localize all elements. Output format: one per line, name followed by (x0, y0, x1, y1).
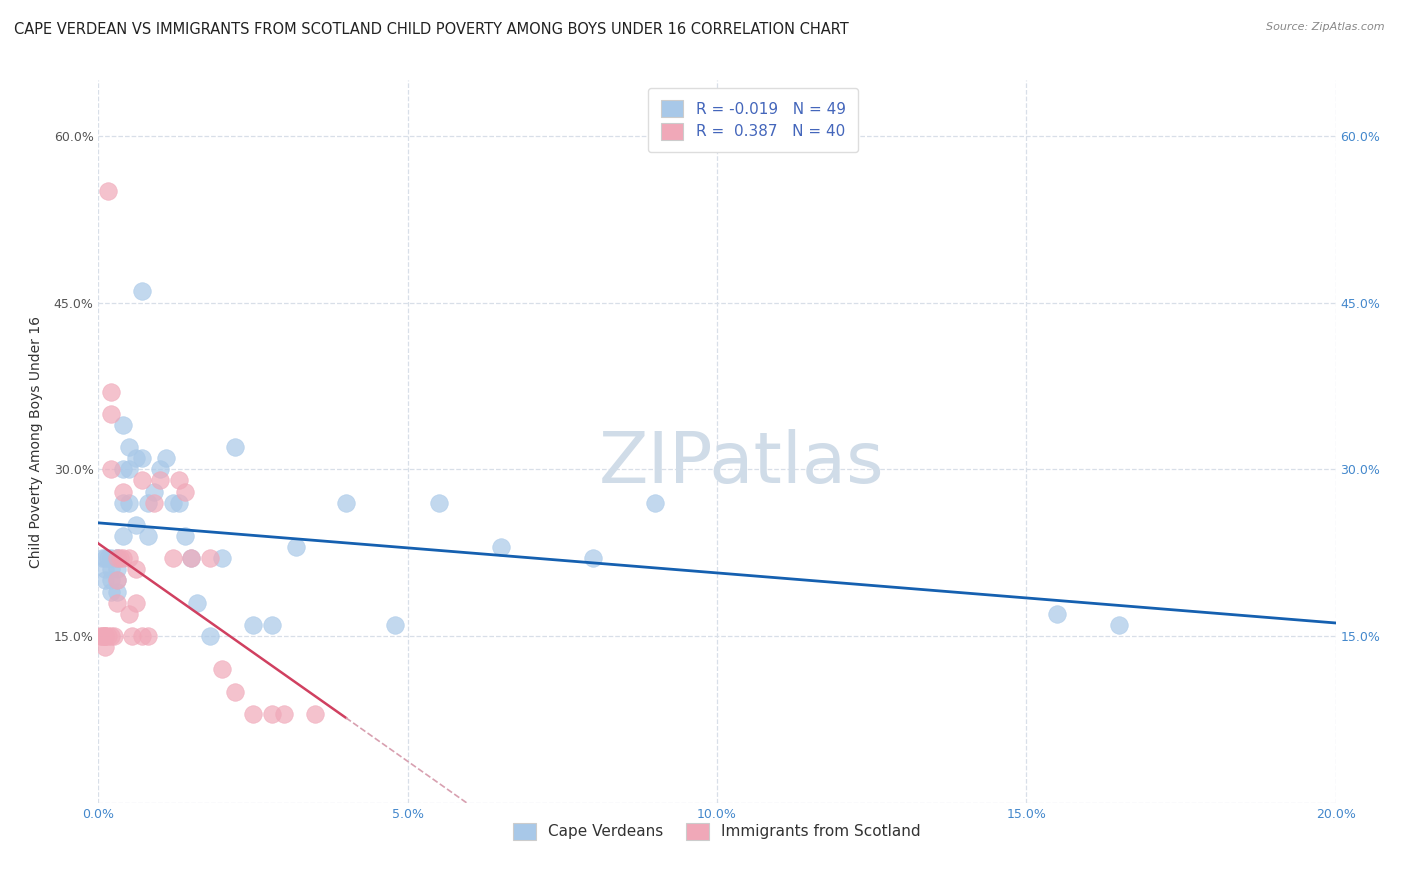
Text: CAPE VERDEAN VS IMMIGRANTS FROM SCOTLAND CHILD POVERTY AMONG BOYS UNDER 16 CORRE: CAPE VERDEAN VS IMMIGRANTS FROM SCOTLAND… (14, 22, 849, 37)
Point (105, 551, 128, 566)
Point (162, 551, 184, 566)
Point (100, 584, 122, 599)
Point (143, 484, 166, 499)
Point (112, 462, 135, 476)
Point (582, 551, 605, 566)
Point (198, 551, 221, 566)
Point (180, 551, 202, 566)
Point (124, 451, 146, 466)
Point (118, 496, 141, 510)
Point (335, 496, 357, 510)
Point (131, 285, 153, 299)
Point (105, 574, 128, 588)
Point (131, 451, 153, 466)
Point (174, 529, 197, 543)
Point (93, 629, 115, 643)
Point (93, 629, 115, 643)
Point (112, 484, 135, 499)
Point (97, 551, 120, 566)
Point (103, 629, 125, 643)
Point (167, 496, 190, 510)
Point (149, 474, 172, 488)
Point (100, 384, 122, 399)
Point (118, 462, 141, 476)
Point (186, 596, 208, 610)
Point (112, 496, 135, 510)
Point (242, 706, 264, 721)
Point (174, 484, 197, 499)
Point (1046, 607, 1069, 621)
Point (260, 618, 283, 632)
Point (224, 684, 246, 698)
Point (93, 629, 115, 643)
Point (100, 629, 122, 643)
Point (90, 629, 112, 643)
Point (180, 551, 202, 566)
Point (260, 706, 283, 721)
Point (124, 596, 146, 610)
Point (224, 440, 246, 454)
Point (131, 629, 153, 643)
Point (93, 629, 115, 643)
Point (136, 496, 159, 510)
Point (124, 517, 146, 532)
Point (100, 551, 122, 566)
Point (105, 574, 128, 588)
Point (136, 529, 159, 543)
Point (100, 574, 122, 588)
Point (105, 551, 128, 566)
Point (198, 629, 221, 643)
Point (108, 551, 131, 566)
Point (90, 551, 112, 566)
Point (143, 496, 166, 510)
Point (1108, 618, 1130, 632)
Point (384, 618, 406, 632)
Point (105, 551, 128, 566)
Point (644, 496, 666, 510)
Point (105, 596, 128, 610)
Point (112, 551, 135, 566)
Point (155, 451, 177, 466)
Point (211, 662, 233, 676)
Text: Source: ZipAtlas.com: Source: ZipAtlas.com (1267, 22, 1385, 32)
Point (304, 706, 326, 721)
Point (93, 562, 115, 576)
Y-axis label: Child Poverty Among Boys Under 16: Child Poverty Among Boys Under 16 (28, 316, 42, 567)
Point (211, 551, 233, 566)
Point (97, 629, 120, 643)
Legend: Cape Verdeans, Immigrants from Scotland: Cape Verdeans, Immigrants from Scotland (508, 817, 927, 846)
Point (427, 496, 450, 510)
Point (121, 629, 143, 643)
Point (285, 540, 308, 554)
Text: ZIPatlas: ZIPatlas (599, 429, 884, 498)
Point (89, 629, 111, 643)
Point (112, 417, 135, 432)
Point (112, 529, 135, 543)
Point (149, 462, 172, 476)
Point (131, 474, 153, 488)
Point (93, 551, 115, 566)
Point (162, 496, 184, 510)
Point (93, 574, 115, 588)
Point (100, 562, 122, 576)
Point (489, 540, 512, 554)
Point (242, 618, 264, 632)
Point (124, 562, 146, 576)
Point (118, 607, 141, 621)
Point (136, 629, 159, 643)
Point (100, 462, 122, 476)
Point (105, 584, 128, 599)
Point (167, 474, 190, 488)
Point (118, 440, 141, 454)
Point (93, 640, 115, 655)
Point (273, 706, 295, 721)
Point (105, 562, 128, 576)
Point (118, 551, 141, 566)
Point (100, 407, 122, 421)
Point (97, 185, 120, 199)
